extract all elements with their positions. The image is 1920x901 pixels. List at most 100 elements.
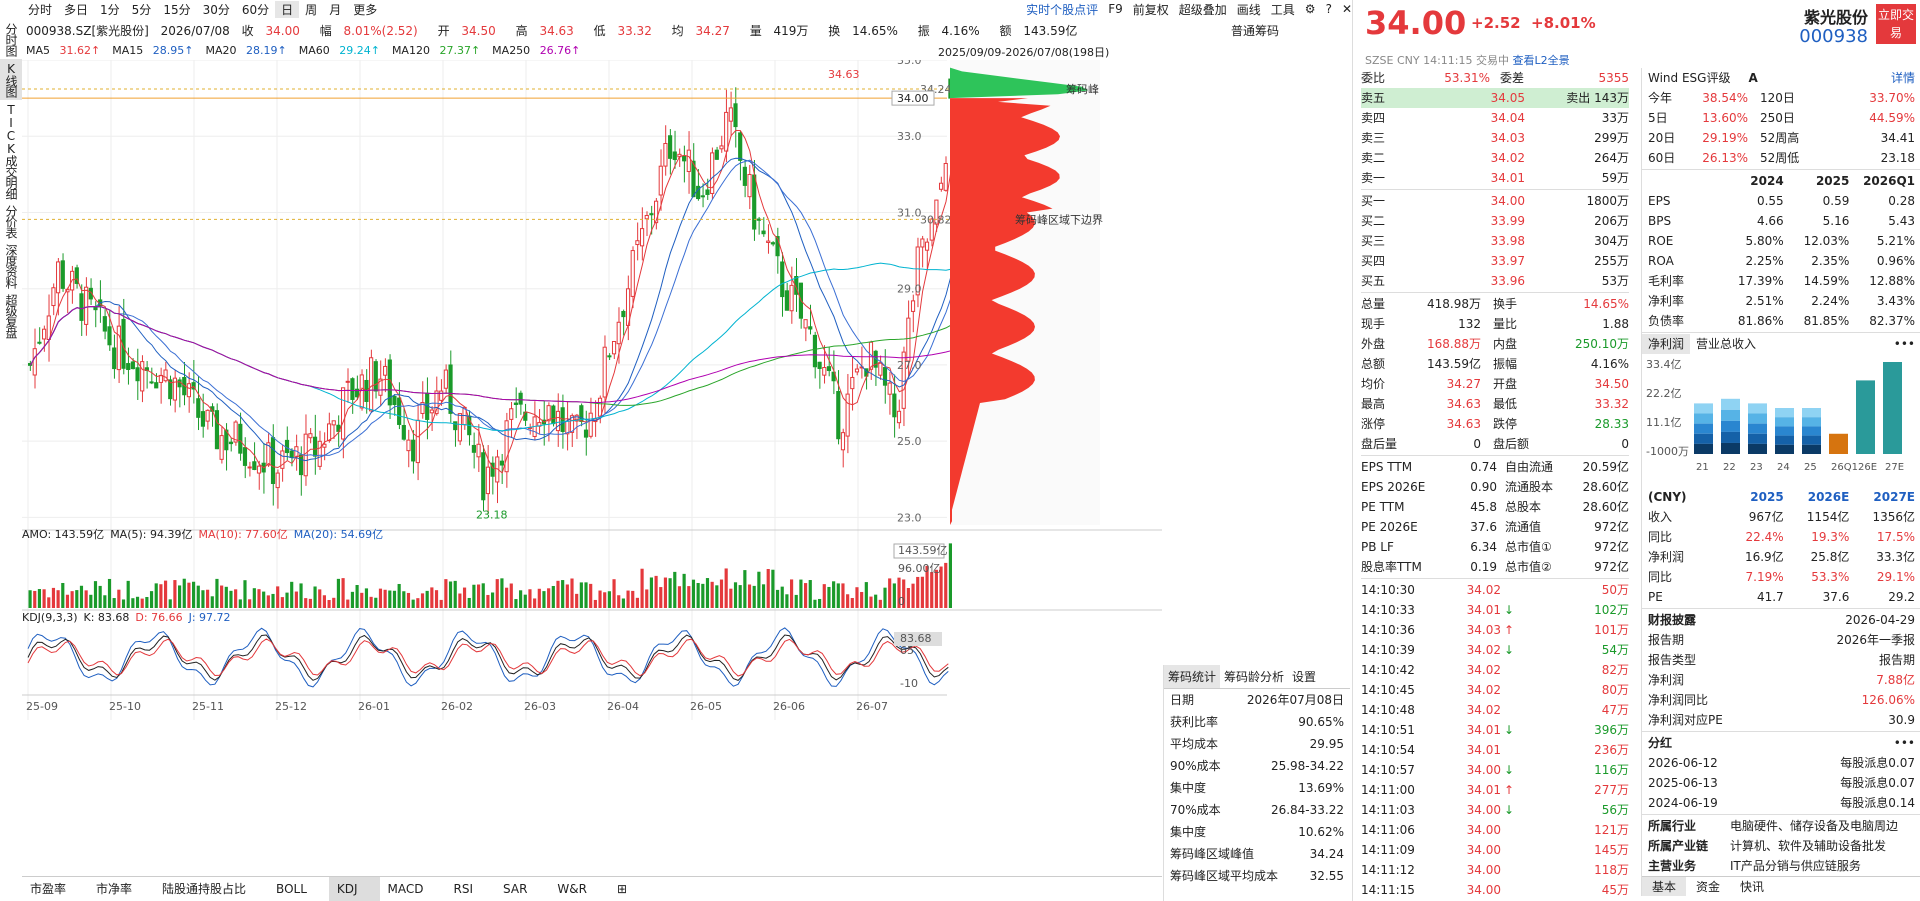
period-tab-2[interactable]: 1分 [100,2,120,17]
chip-tab-0[interactable]: 筹码统计 [1164,665,1221,688]
financial-cell: 2.24% [1811,294,1850,308]
date-range[interactable]: 2025/09/09-2026/07/08(198日) [938,46,1110,59]
period-tab-6[interactable]: 60分 [241,2,270,17]
np-tab-1[interactable]: 营业总收入 [1696,337,1757,351]
volume-bar [224,586,228,608]
right-tab-2[interactable]: 快讯 [1740,880,1765,894]
dividend-row: 2024-06-19 每股派息0.14 [1642,793,1920,813]
tick-row-cell: 34.02 [1466,663,1501,677]
volume-bar [430,587,434,608]
candle-body [728,107,733,122]
stat-row-cell: 最低 [1493,397,1518,411]
esg-detail-link[interactable]: 详情 [1890,71,1915,85]
period-tab-7[interactable]: 日 [275,0,300,18]
settings-icon[interactable]: ⚙ [1304,2,1316,16]
ask-row: 卖五 34.05 卖出 143万 [1361,88,1629,108]
bid-row-cell: 买一 [1361,194,1386,208]
tick-row: 14:10:39 34.02 ↓ 54万 [1361,640,1629,660]
volume-bar [883,587,887,608]
help-icon[interactable]: ? [1325,2,1332,16]
toolbar-item-5[interactable]: 工具 [1270,2,1295,17]
chip-tab-2[interactable]: 设置 [1292,670,1317,684]
period-tab-3[interactable]: 5分 [131,2,152,17]
forecast-cell: 37.6 [1822,590,1850,604]
right-tab-1[interactable]: 资金 [1696,880,1721,894]
stat-row: 现手 132 量比 1.88 [1361,314,1629,334]
indicator-tab-9[interactable]: ⊞ [616,882,628,896]
kline-chart[interactable]: 35.0 34.24 34.00 33.0 31.030.82 29.0 27.0 25.0 2… [22,60,1352,875]
candle-body [546,405,551,422]
chip-stat-row: 平均成本 29.95 [1164,733,1350,755]
financial-cell: 5.43 [1888,214,1916,228]
vertical-tab-5[interactable]: 超级复盘 [4,294,18,338]
vertical-tab-4[interactable]: 深度资料 [4,244,18,288]
period-tab-0[interactable]: 分时 [28,2,53,17]
vertical-tab-2[interactable]: TICK成交明细 [4,103,18,199]
l2-link[interactable]: 查看L2全景 [1512,54,1570,67]
toolbar-item-4[interactable]: 画线 [1236,2,1261,17]
forecast-row: 收入 967亿 1154亿 1356亿 [1642,507,1920,527]
volume-bar [107,578,112,608]
volume-bar [411,599,415,608]
period-tab-1[interactable]: 多日 [64,2,89,17]
period-tab-8[interactable]: 周 [305,2,318,17]
forecast-cell: 16.9亿 [1744,550,1784,564]
close-icon[interactable]: ✕ [1341,2,1352,16]
x-axis-label: 26-05 [690,700,722,713]
toolbar-item-3[interactable]: 超级叠加 [1178,2,1227,17]
indicator-tab-4[interactable]: KDJ [328,877,380,901]
indicator-tab-7[interactable]: SAR [503,882,528,896]
indicator-tab-5[interactable]: MACD [387,882,424,896]
chip-stat-value: 25.98-34.22 [1270,759,1344,773]
period-tab-9[interactable]: 月 [329,2,342,17]
toolbar-item-0[interactable]: 实时个股点评 [1026,2,1099,17]
indicator-tab-6[interactable]: RSI [453,882,474,896]
toolbar-item-1[interactable]: F9 [1108,2,1123,16]
candle-body [448,364,453,414]
candle-body [284,439,290,454]
tick-row-cell: 102万 [1594,603,1629,617]
right-tab-0[interactable]: 基本 [1642,877,1687,896]
indicator-tab-0[interactable]: 市盈率 [30,882,67,896]
fundamental-row-cell: EPS TTM [1361,460,1413,474]
period-tab-5[interactable]: 30分 [202,2,230,17]
commission-row-cell: 委比 [1361,71,1386,85]
indicator-tab-3[interactable]: BOLL [276,882,307,896]
volume-bar [743,570,747,608]
bid-row-cell: 33.97 [1490,254,1525,268]
vertical-tab-0[interactable]: 分时图 [4,23,18,56]
trade-button[interactable]: 立即交易 [1876,4,1916,44]
volume-bar [719,579,724,608]
tick-row-cell: 277万 [1594,783,1629,797]
period-tab-10[interactable]: 更多 [353,2,378,17]
kdj-legend-item: K: 83.68 [84,611,130,624]
period-tab-4[interactable]: 15分 [163,2,191,17]
chip-tab-1[interactable]: 筹码龄分析 [1224,670,1285,684]
indicator-tab-1[interactable]: 市净率 [96,882,133,896]
stat-row-cell: 总量 [1361,297,1386,311]
indicator-tab-8[interactable]: W&R [557,882,587,896]
volume-bar [556,580,560,608]
vertical-tab-1[interactable]: K线图 [0,59,22,100]
volume-bar [79,585,84,608]
vertical-tab-3[interactable]: 分价表 [4,205,18,238]
report-value: 7.88亿 [1876,673,1915,687]
toolbar-item-2[interactable]: 前复权 [1132,2,1169,17]
candle-body [924,241,930,251]
financial-header-cell [1648,171,1718,191]
perf-row-cell: 今年 [1648,91,1673,105]
tick-row-cell: 34.00 [1466,823,1501,837]
more-icon[interactable]: ••• [1893,337,1915,351]
np-bar-segment [1775,435,1794,445]
last-price: 34.00 [1365,4,1467,42]
ma-value: 31.62↑ [59,44,101,57]
volume-bar [439,599,443,608]
np-tab-0[interactable]: 净利润 [1642,334,1691,354]
perf-row-cell: 5日 [1648,111,1668,125]
stat-row-cell: 涨停 [1361,417,1386,431]
np-bar [1829,433,1848,454]
indicator-tab-2[interactable]: 陆股通持股占比 [162,882,247,896]
stat-row-cell: 总额 [1361,357,1386,371]
perf-row-cell: 29.19% [1702,131,1748,145]
tick-row-cell: 80万 [1601,683,1629,697]
